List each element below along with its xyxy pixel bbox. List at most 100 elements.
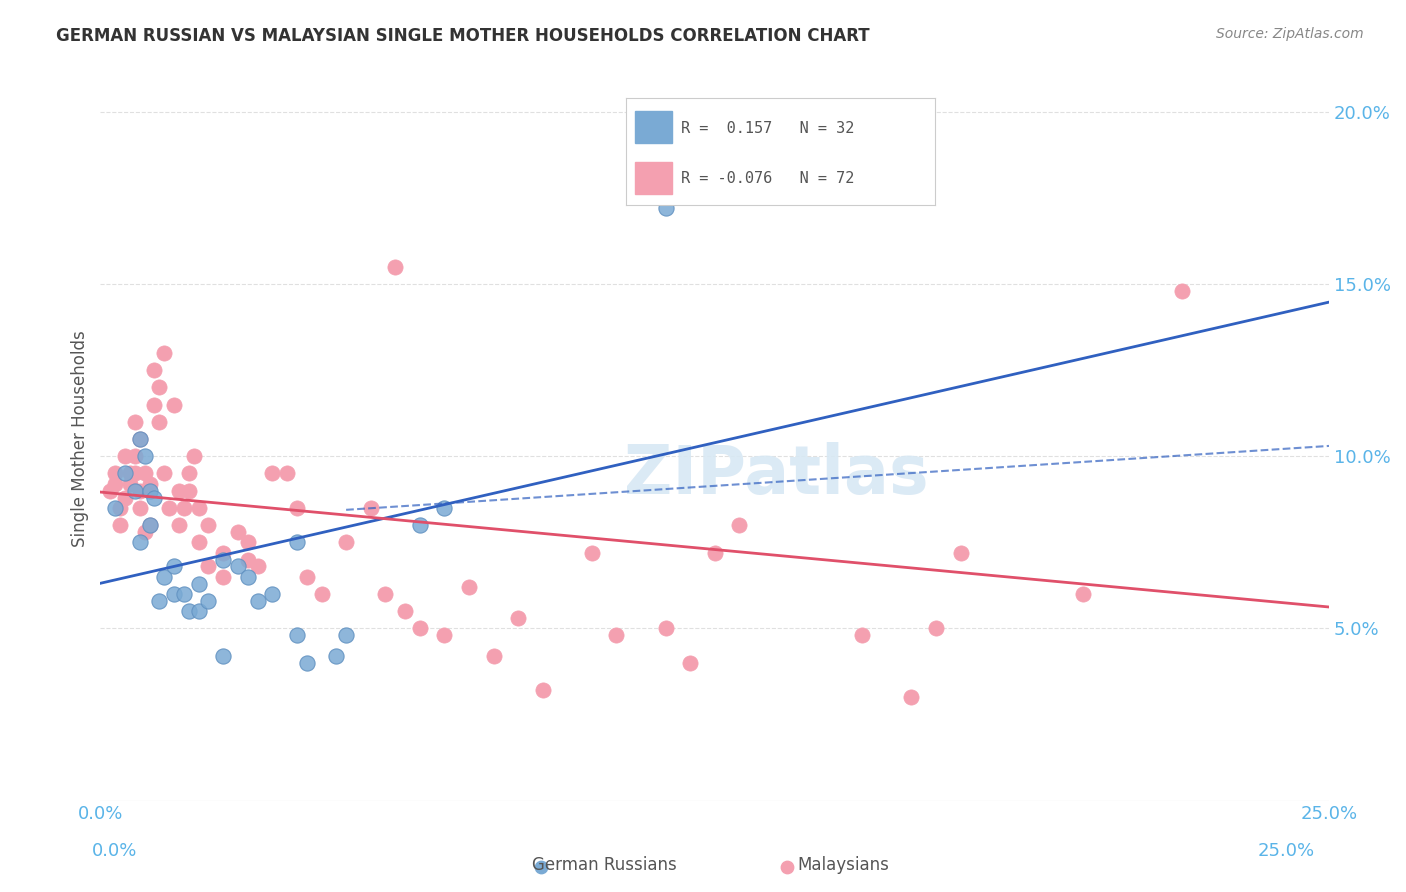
Point bbox=[104, 500, 127, 515]
Point bbox=[143, 491, 166, 505]
Point bbox=[128, 483, 150, 498]
Point bbox=[433, 628, 456, 642]
Point bbox=[226, 524, 249, 539]
Point bbox=[900, 690, 922, 705]
Point bbox=[148, 415, 170, 429]
Point bbox=[148, 594, 170, 608]
Point bbox=[163, 587, 186, 601]
Point bbox=[118, 467, 141, 481]
Text: R = -0.076   N = 72: R = -0.076 N = 72 bbox=[682, 171, 855, 186]
Point bbox=[128, 500, 150, 515]
Text: ZIPatlas: ZIPatlas bbox=[624, 442, 928, 508]
Point bbox=[212, 648, 235, 663]
Point bbox=[183, 449, 205, 463]
Point bbox=[167, 518, 190, 533]
Point bbox=[153, 467, 176, 481]
Point bbox=[776, 860, 799, 874]
Point bbox=[530, 860, 553, 874]
Point bbox=[409, 518, 432, 533]
Point bbox=[384, 260, 406, 274]
Bar bbox=[636, 162, 672, 194]
Point bbox=[1073, 587, 1095, 601]
Point bbox=[335, 535, 357, 549]
Point bbox=[128, 535, 150, 549]
Text: GERMAN RUSSIAN VS MALAYSIAN SINGLE MOTHER HOUSEHOLDS CORRELATION CHART: GERMAN RUSSIAN VS MALAYSIAN SINGLE MOTHE… bbox=[56, 27, 870, 45]
Point bbox=[311, 587, 333, 601]
Point bbox=[212, 552, 235, 566]
Point bbox=[197, 594, 219, 608]
Point bbox=[187, 576, 209, 591]
Point bbox=[124, 467, 146, 481]
Point bbox=[197, 559, 219, 574]
Point bbox=[114, 467, 136, 481]
Point bbox=[187, 535, 209, 549]
Point bbox=[262, 587, 284, 601]
Point bbox=[197, 518, 219, 533]
Point bbox=[508, 611, 530, 625]
Point bbox=[433, 500, 456, 515]
Point bbox=[226, 559, 249, 574]
Point bbox=[458, 580, 481, 594]
Point bbox=[177, 604, 200, 618]
Point bbox=[114, 491, 136, 505]
Point bbox=[104, 467, 127, 481]
Text: Malaysians: Malaysians bbox=[797, 855, 890, 873]
Point bbox=[295, 656, 318, 670]
Point bbox=[108, 518, 131, 533]
Point bbox=[285, 535, 308, 549]
Point bbox=[134, 449, 156, 463]
Point bbox=[605, 628, 627, 642]
Point bbox=[654, 622, 676, 636]
Point bbox=[1170, 284, 1192, 298]
Point bbox=[148, 380, 170, 394]
Point bbox=[128, 432, 150, 446]
Point bbox=[703, 546, 725, 560]
Point bbox=[124, 415, 146, 429]
Point bbox=[374, 587, 396, 601]
Point bbox=[118, 476, 141, 491]
Point bbox=[801, 156, 824, 170]
Point bbox=[409, 622, 432, 636]
Point bbox=[124, 449, 146, 463]
Point bbox=[531, 683, 554, 698]
Point bbox=[108, 500, 131, 515]
Point bbox=[246, 559, 269, 574]
Point bbox=[360, 500, 382, 515]
Point bbox=[654, 202, 676, 216]
Point bbox=[157, 500, 180, 515]
Point bbox=[124, 483, 146, 498]
Point bbox=[187, 604, 209, 618]
Point bbox=[581, 546, 603, 560]
Point bbox=[177, 467, 200, 481]
Point bbox=[394, 604, 416, 618]
Point bbox=[728, 518, 751, 533]
Text: Source: ZipAtlas.com: Source: ZipAtlas.com bbox=[1216, 27, 1364, 41]
Point bbox=[177, 483, 200, 498]
Point bbox=[143, 363, 166, 377]
Point bbox=[134, 467, 156, 481]
Point bbox=[163, 398, 186, 412]
Text: German Russians: German Russians bbox=[533, 855, 676, 873]
Point bbox=[236, 552, 259, 566]
Point bbox=[295, 570, 318, 584]
Point bbox=[173, 500, 195, 515]
Point bbox=[285, 500, 308, 515]
Point bbox=[851, 628, 873, 642]
Point bbox=[153, 346, 176, 360]
Point bbox=[167, 483, 190, 498]
Point bbox=[173, 587, 195, 601]
Point bbox=[246, 594, 269, 608]
Point bbox=[98, 483, 121, 498]
Point bbox=[128, 432, 150, 446]
Point bbox=[276, 467, 298, 481]
Text: R =  0.157   N = 32: R = 0.157 N = 32 bbox=[682, 120, 855, 136]
Point bbox=[138, 518, 160, 533]
Point bbox=[153, 570, 176, 584]
Point bbox=[679, 656, 702, 670]
Point bbox=[163, 559, 186, 574]
Point bbox=[134, 524, 156, 539]
Point bbox=[335, 628, 357, 642]
Point bbox=[143, 398, 166, 412]
Point bbox=[138, 483, 160, 498]
Y-axis label: Single Mother Households: Single Mother Households bbox=[72, 331, 89, 548]
